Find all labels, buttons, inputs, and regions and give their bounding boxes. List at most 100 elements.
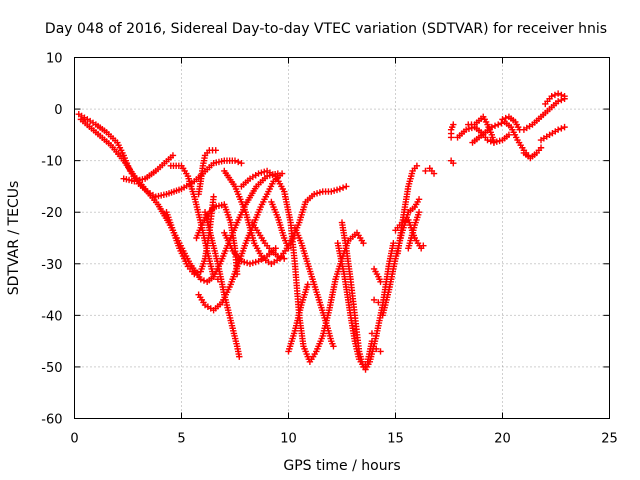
data-point: [548, 92, 555, 100]
data-point: [243, 259, 251, 267]
y-tick-label: -60: [41, 413, 62, 428]
data-point: [373, 332, 380, 340]
data-point: [465, 125, 473, 133]
data-point: [502, 114, 509, 122]
data-series-track-25: [368, 330, 380, 340]
data-point: [505, 131, 513, 139]
y-tick-label: -30: [41, 258, 62, 273]
data-point: [278, 170, 286, 177]
data-point: [420, 242, 427, 249]
data-point: [252, 258, 259, 266]
data-series-track-15: [291, 224, 337, 350]
data-point: [554, 126, 562, 133]
x-tick-label: 25: [601, 432, 618, 447]
data-series-track-16: [285, 281, 311, 355]
data-point: [330, 343, 337, 350]
data-point: [194, 269, 201, 277]
data-point: [200, 277, 208, 284]
data-series-track-2: [77, 116, 281, 286]
data-point: [554, 98, 562, 105]
data-series-track-6: [195, 147, 219, 198]
data-point: [377, 278, 384, 286]
data-point: [462, 126, 470, 133]
data-point: [450, 160, 457, 167]
data-series-track-28: [447, 157, 457, 167]
data-point: [281, 255, 288, 262]
data-series-track-35: [520, 95, 568, 133]
data-point: [499, 116, 506, 123]
data-point: [490, 139, 498, 146]
data-point: [191, 270, 198, 278]
data-point: [333, 186, 341, 194]
data-series-track-26: [373, 345, 384, 355]
data-point: [537, 144, 545, 151]
data-series-track-13: [248, 219, 288, 262]
data-point: [415, 209, 423, 216]
y-tick-label: -20: [41, 206, 62, 221]
data-point: [430, 170, 438, 177]
plot-frame: [74, 57, 610, 419]
x-tick-label: 0: [70, 432, 78, 447]
data-series-track-3: [120, 152, 177, 185]
data-series-track-1: [75, 111, 245, 200]
data-series-track-14: [268, 198, 292, 252]
data-point: [231, 157, 239, 164]
data-point: [336, 185, 344, 193]
data-series-track-9: [201, 209, 243, 360]
y-tick-label: -10: [41, 155, 62, 170]
data-point: [377, 348, 384, 355]
data-series-track-24: [370, 296, 382, 306]
data-series-track-29: [447, 121, 457, 141]
data-series-track-11: [238, 167, 367, 365]
data-series-track-21: [394, 162, 421, 257]
data-point: [368, 330, 376, 337]
data-point: [277, 254, 285, 261]
data-series-track-32: [469, 118, 532, 159]
data-point: [554, 90, 562, 97]
data-point: [339, 184, 347, 191]
data-series-track-22: [405, 209, 423, 252]
data-point: [558, 91, 565, 99]
data-point: [255, 170, 262, 177]
data-point: [236, 353, 243, 360]
data-point: [373, 345, 380, 353]
x-tick-label: 5: [177, 432, 185, 447]
data-point: [272, 245, 279, 252]
data-series-track-10: [221, 167, 350, 267]
data-point: [343, 183, 350, 190]
ticks-layer: 0 5 10 15 20 25 -60 -50 -40 -30 -20 -10 0 10: [41, 52, 618, 447]
data-marks-layer: [75, 90, 568, 373]
data-point: [274, 252, 281, 260]
y-tick-label: 10: [46, 52, 63, 67]
data-point: [330, 187, 338, 194]
data-point: [484, 136, 491, 144]
data-point: [249, 259, 257, 267]
y-tick-label: -40: [41, 309, 62, 324]
data-series-track-34: [520, 144, 545, 162]
data-point: [413, 162, 421, 169]
data-series-track-37: [537, 123, 568, 144]
data-series-track-23: [370, 265, 384, 286]
x-tick-label: 15: [387, 432, 404, 447]
data-point: [450, 121, 457, 128]
y-tick-label: 0: [54, 103, 62, 118]
x-tick-label: 20: [494, 432, 511, 447]
data-point: [498, 120, 505, 127]
data-point: [561, 123, 568, 131]
data-point: [491, 122, 499, 130]
data-point: [210, 193, 217, 200]
chart-title: Day 048 of 2016, Sidereal Day-to-day VTE…: [45, 21, 607, 37]
data-series-track-18: [334, 239, 397, 373]
data-point: [304, 281, 311, 288]
data-point: [261, 168, 268, 176]
data-point: [316, 189, 324, 196]
data-point: [375, 299, 382, 306]
data-point: [246, 260, 254, 267]
data-point: [551, 91, 559, 99]
data-point: [241, 258, 248, 266]
data-series-track-27: [422, 165, 438, 177]
data-point: [561, 92, 568, 100]
data-point: [493, 138, 500, 145]
data-series-track-5: [163, 193, 217, 278]
